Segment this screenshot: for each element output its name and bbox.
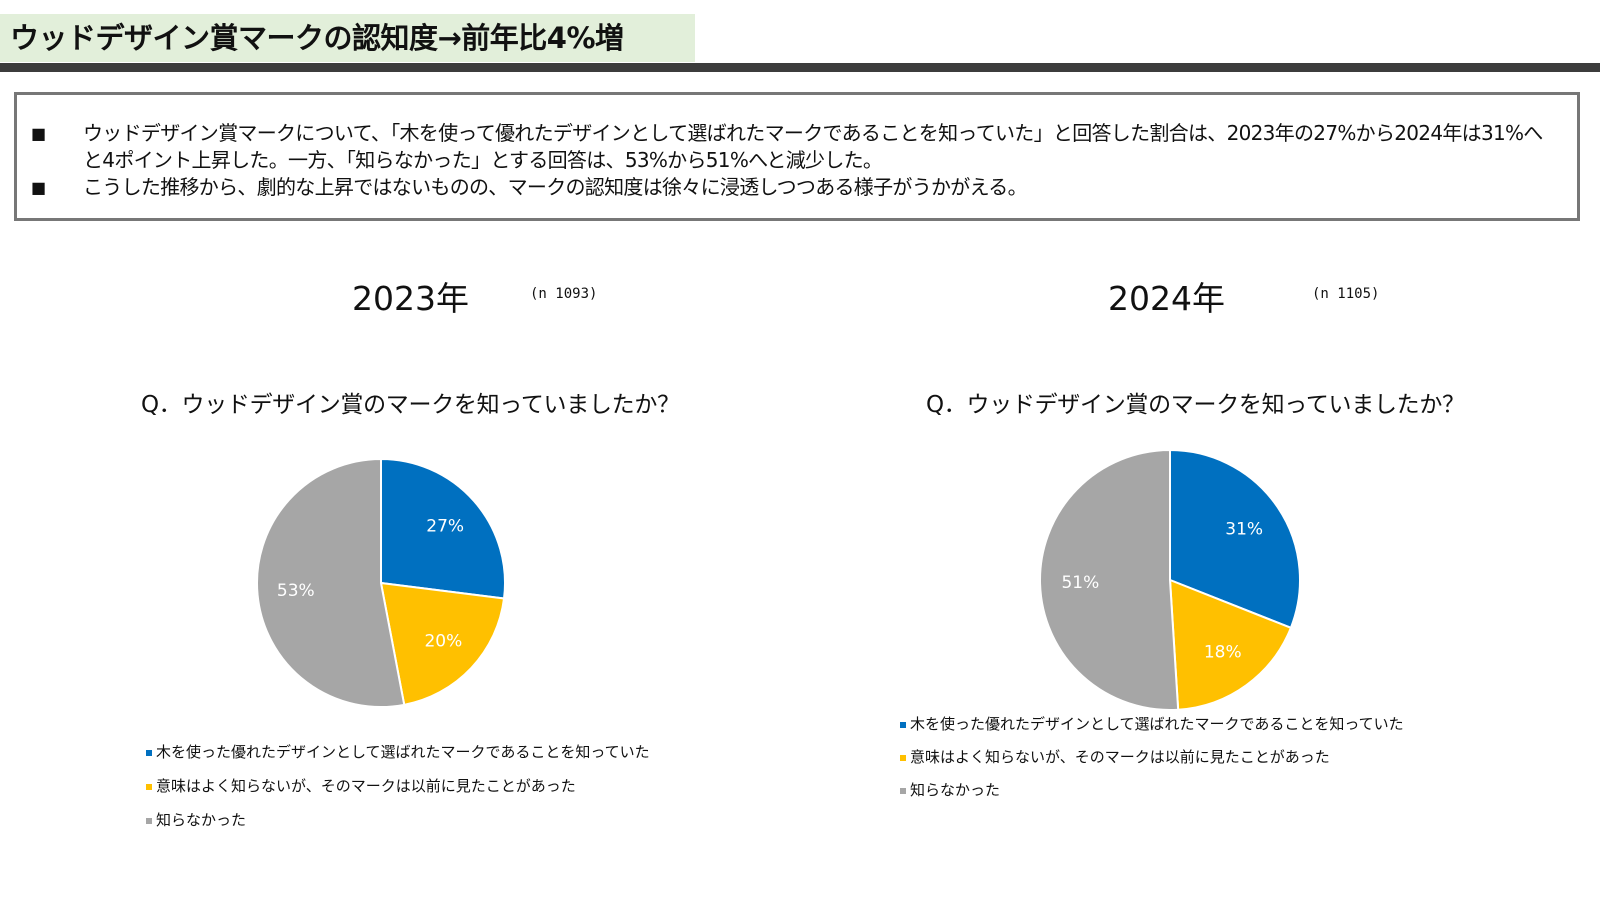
summary-box: ■ ウッドデザイン賞マークについて、「木を使って優れたデザインとして選ばれたマー… (14, 92, 1580, 221)
legend-label: 意味はよく知らないが、そのマークは以前に見たことがあった (156, 777, 576, 795)
legend-label: 木を使った優れたデザインとして選ばれたマークであることを知っていた (156, 743, 650, 761)
title-underline (0, 63, 1600, 72)
chart-sample-size: (n 1093) (530, 286, 598, 302)
legend-swatch-seen (146, 783, 152, 790)
pie-chart: 27% 20% 53% (256, 457, 506, 708)
chart-year: 2023年 (352, 279, 469, 318)
legend-item-knew: 木を使った優れたデザインとして選ばれたマークであることを知っていた (900, 714, 1404, 734)
pie-data-label: 31% (1225, 520, 1263, 540)
pie-slice-knew (1169, 448, 1301, 630)
summary-text-1: ウッドデザイン賞マークについて、「木を使って優れたデザインとして選ばれたマークで… (83, 121, 1543, 172)
legend-swatch-unknown (900, 787, 906, 794)
chart-sample-size: (n 1105) (1312, 286, 1380, 302)
pie-data-label: 51% (1061, 573, 1099, 593)
pie-slice-seen (379, 581, 506, 706)
legend-item-seen: 意味はよく知らないが、そのマークは以前に見たことがあった (146, 776, 650, 796)
legend-label: 木を使った優れたデザインとして選ばれたマークであることを知っていた (910, 715, 1404, 733)
pie-data-label: 18% (1204, 643, 1242, 663)
bullet-mark: ■ (31, 124, 46, 143)
bullet-mark: ■ (31, 178, 46, 197)
legend-label: 知らなかった (910, 781, 1001, 799)
chart-2024: 2024年 (n 1105) Q．ウッドデザイン賞のマークを知っていましたか？ … (800, 250, 1600, 850)
pie-chart: 31% 18% 51% (1039, 448, 1301, 711)
page-title: ウッドデザイン賞マークの認知度→前年比4%増 (10, 21, 624, 55)
legend-swatch-knew (146, 749, 152, 756)
legend-label: 知らなかった (156, 811, 247, 829)
pie-data-label: 20% (424, 632, 462, 652)
legend-item-knew: 木を使った優れたデザインとして選ばれたマークであることを知っていた (146, 742, 650, 762)
summary-bullet-1: ■ ウッドデザイン賞マークについて、「木を使って優れたデザインとして選ばれたマー… (31, 120, 1551, 174)
pie-data-label: 53% (277, 581, 315, 601)
legend-swatch-knew (900, 721, 906, 728)
chart-2023: 2023年 (n 1093) Q．ウッドデザイン賞のマークを知っていましたか？ … (0, 250, 800, 850)
chart-year: 2024年 (1108, 279, 1225, 318)
pie-slice-knew (380, 457, 506, 600)
pie-slice-unknown (1039, 448, 1180, 711)
pie-data-label: 27% (426, 516, 464, 536)
legend-item-unknown: 知らなかった (146, 810, 650, 830)
summary-text-2: こうした推移から、劇的な上昇ではないものの、マークの認知度は徐々に浸透しつつある… (83, 175, 1028, 199)
chart-question: Q．ウッドデザイン賞のマークを知っていましたか？ (926, 392, 1465, 418)
chart-legend: 木を使った優れたデザインとして選ばれたマークであることを知っていた 意味はよく知… (146, 742, 650, 830)
chart-legend: 木を使った優れたデザインとして選ばれたマークであることを知っていた 意味はよく知… (900, 714, 1404, 800)
legend-label: 意味はよく知らないが、そのマークは以前に見たことがあった (910, 748, 1330, 766)
legend-swatch-seen (900, 754, 906, 761)
pie-slice-seen (1168, 578, 1293, 711)
legend-item-unknown: 知らなかった (900, 780, 1404, 800)
chart-question: Q．ウッドデザイン賞のマークを知っていましたか？ (141, 392, 680, 418)
pie-slice-unknown (256, 457, 406, 708)
title-bar: ウッドデザイン賞マークの認知度→前年比4%増 (0, 14, 695, 62)
legend-item-seen: 意味はよく知らないが、そのマークは以前に見たことがあった (900, 747, 1404, 767)
legend-swatch-unknown (146, 817, 152, 824)
summary-bullet-2: ■ こうした推移から、劇的な上昇ではないものの、マークの認知度は徐々に浸透しつつ… (31, 174, 1551, 201)
